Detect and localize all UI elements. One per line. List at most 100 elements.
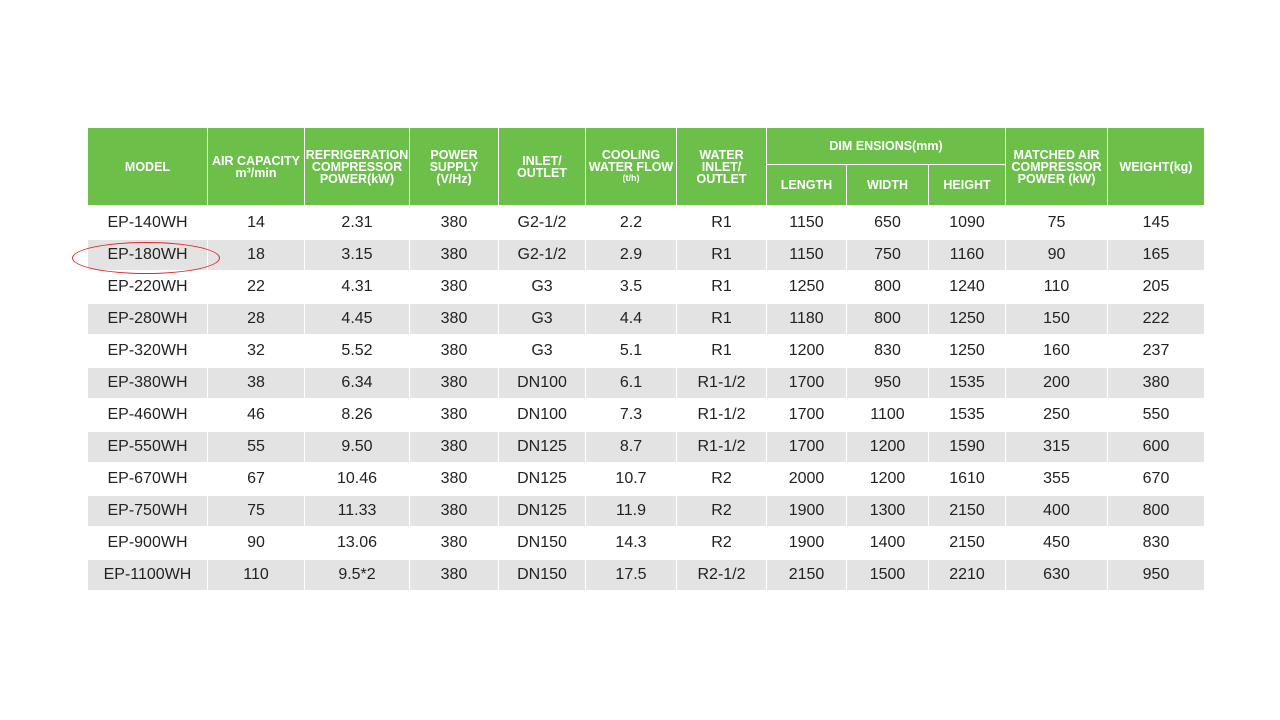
cell-weight: 830 <box>1107 527 1205 559</box>
cell-weight: 222 <box>1107 303 1205 335</box>
table-body: EP-140WH 14 2.31 380 G2-1/2 2.2 R1 1150 650 1090 7… <box>88 206 1205 591</box>
table-row: EP-380WH 38 6.34 380 DN100 6.1 R1-1/2 1700 950 15… <box>88 367 1205 399</box>
cell-height: 1590 <box>928 431 1006 463</box>
cell-cooling-water-flow: 17.5 <box>585 559 676 591</box>
cell-cooling-water-flow: 7.3 <box>585 399 676 431</box>
cell-water-inlet-outlet: R2 <box>676 495 766 527</box>
cell-width: 1300 <box>846 495 928 527</box>
cell-refrigeration-power: 4.45 <box>304 303 409 335</box>
cell-air-capacity: 22 <box>207 271 304 303</box>
cell-power-supply: 380 <box>409 271 498 303</box>
cell-length: 1250 <box>766 271 846 303</box>
cell-power-supply: 380 <box>409 239 498 271</box>
cell-width: 1200 <box>846 463 928 495</box>
cell-width: 1200 <box>846 431 928 463</box>
cell-inlet-outlet: DN100 <box>498 367 585 399</box>
cell-power-supply: 380 <box>409 303 498 335</box>
cell-height: 2150 <box>928 495 1006 527</box>
cell-height: 2150 <box>928 527 1006 559</box>
cell-length: 1700 <box>766 399 846 431</box>
cell-inlet-outlet: G3 <box>498 335 585 367</box>
cell-height: 1610 <box>928 463 1006 495</box>
table-row: EP-220WH 22 4.31 380 G3 3.5 R1 1250 800 1240 110 20… <box>88 271 1205 303</box>
cell-refrigeration-power: 9.5*2 <box>304 559 409 591</box>
cell-length: 2150 <box>766 559 846 591</box>
cell-inlet-outlet: G3 <box>498 271 585 303</box>
cell-refrigeration-power: 2.31 <box>304 206 409 239</box>
cell-water-inlet-outlet: R1 <box>676 239 766 271</box>
cell-inlet-outlet: G2-1/2 <box>498 206 585 239</box>
spec-table: MODEL AIR CAPACITY m³/min REFRIGERATION … <box>88 128 1205 591</box>
cell-model: EP-180WH <box>88 239 207 271</box>
cell-cooling-water-flow: 4.4 <box>585 303 676 335</box>
header-weight: WEIGHT(kg) <box>1107 128 1205 206</box>
cell-width: 800 <box>846 303 928 335</box>
cell-water-inlet-outlet: R2 <box>676 463 766 495</box>
cell-matched-air-power: 150 <box>1005 303 1108 335</box>
cell-cooling-water-flow: 2.9 <box>585 239 676 271</box>
cell-inlet-outlet: DN125 <box>498 431 585 463</box>
cell-refrigeration-power: 5.52 <box>304 335 409 367</box>
cell-power-supply: 380 <box>409 527 498 559</box>
header-air-capacity: AIR CAPACITY m³/min <box>207 128 304 206</box>
cell-cooling-water-flow: 3.5 <box>585 271 676 303</box>
cell-air-capacity: 18 <box>207 239 304 271</box>
cell-matched-air-power: 250 <box>1005 399 1108 431</box>
cell-length: 1900 <box>766 527 846 559</box>
cell-height: 1090 <box>928 206 1006 239</box>
cell-width: 1500 <box>846 559 928 591</box>
cell-model: EP-140WH <box>88 206 207 239</box>
cell-air-capacity: 55 <box>207 431 304 463</box>
cell-inlet-outlet: DN150 <box>498 527 585 559</box>
cell-weight: 237 <box>1107 335 1205 367</box>
cell-cooling-water-flow: 11.9 <box>585 495 676 527</box>
cell-cooling-water-flow: 2.2 <box>585 206 676 239</box>
cell-weight: 380 <box>1107 367 1205 399</box>
cell-width: 950 <box>846 367 928 399</box>
cell-water-inlet-outlet: R1-1/2 <box>676 431 766 463</box>
cell-power-supply: 380 <box>409 431 498 463</box>
cell-water-inlet-outlet: R1 <box>676 271 766 303</box>
table-row: EP-320WH 32 5.52 380 G3 5.1 R1 1200 830 1250 160 23… <box>88 335 1205 367</box>
cell-weight: 950 <box>1107 559 1205 591</box>
cell-refrigeration-power: 9.50 <box>304 431 409 463</box>
cell-length: 1150 <box>766 239 846 271</box>
cell-power-supply: 380 <box>409 367 498 399</box>
table-row: EP-460WH 46 8.26 380 DN100 7.3 R1-1/2 1700 1100 1… <box>88 399 1205 431</box>
cell-refrigeration-power: 8.26 <box>304 399 409 431</box>
cell-power-supply: 380 <box>409 399 498 431</box>
cell-model: EP-380WH <box>88 367 207 399</box>
cell-inlet-outlet: DN100 <box>498 399 585 431</box>
cell-matched-air-power: 90 <box>1005 239 1108 271</box>
cell-matched-air-power: 400 <box>1005 495 1108 527</box>
header-dimensions: DIM ENSIONS(mm) <box>766 128 1006 165</box>
cell-length: 1200 <box>766 335 846 367</box>
cell-width: 750 <box>846 239 928 271</box>
cell-air-capacity: 90 <box>207 527 304 559</box>
cell-matched-air-power: 160 <box>1005 335 1108 367</box>
cell-weight: 670 <box>1107 463 1205 495</box>
table-row: EP-900WH 90 13.06 380 DN150 14.3 R2 1900 1400 215… <box>88 527 1205 559</box>
table-row: EP-670WH 67 10.46 380 DN125 10.7 R2 2000 1200 161… <box>88 463 1205 495</box>
cell-power-supply: 380 <box>409 206 498 239</box>
table-header: MODEL AIR CAPACITY m³/min REFRIGERATION … <box>88 128 1205 206</box>
cell-cooling-water-flow: 6.1 <box>585 367 676 399</box>
header-refrigeration-power: REFRIGERATION COMPRESSOR POWER(kW) <box>304 128 409 206</box>
cell-weight: 600 <box>1107 431 1205 463</box>
cell-weight: 205 <box>1107 271 1205 303</box>
cell-model: EP-670WH <box>88 463 207 495</box>
cell-length: 1180 <box>766 303 846 335</box>
cell-power-supply: 380 <box>409 495 498 527</box>
cell-air-capacity: 75 <box>207 495 304 527</box>
table-row: EP-280WH 28 4.45 380 G3 4.4 R1 1180 800 1250 150 22… <box>88 303 1205 335</box>
cell-weight: 165 <box>1107 239 1205 271</box>
cell-power-supply: 380 <box>409 463 498 495</box>
cell-matched-air-power: 110 <box>1005 271 1108 303</box>
table-row: EP-1100WH 110 9.5*2 380 DN150 17.5 R2-1/2 2150 1… <box>88 559 1205 591</box>
cell-inlet-outlet: G2-1/2 <box>498 239 585 271</box>
cell-air-capacity: 110 <box>207 559 304 591</box>
cell-air-capacity: 38 <box>207 367 304 399</box>
cell-model: EP-1100WH <box>88 559 207 591</box>
header-cooling-water-flow: COOLING WATER FLOW (t/h) <box>585 128 676 206</box>
cell-water-inlet-outlet: R2 <box>676 527 766 559</box>
